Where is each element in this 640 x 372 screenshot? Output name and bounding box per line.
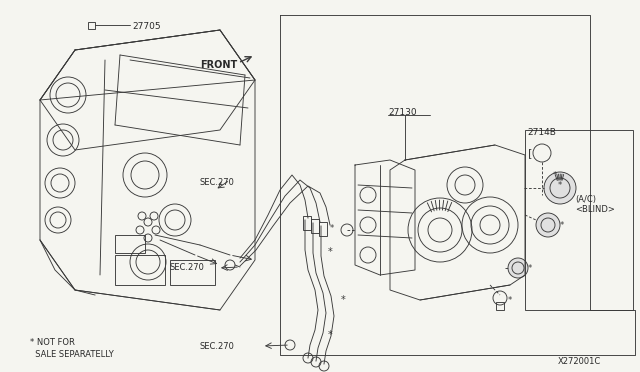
Text: 27705: 27705 bbox=[132, 22, 161, 31]
Text: *: * bbox=[553, 170, 557, 180]
Bar bbox=[496, 302, 504, 310]
Text: <BLIND>: <BLIND> bbox=[575, 205, 615, 214]
Bar bbox=[115, 255, 165, 285]
Text: *: * bbox=[528, 263, 532, 273]
Text: *: * bbox=[558, 180, 562, 189]
Text: * NOT FOR: * NOT FOR bbox=[30, 338, 75, 347]
Text: FRONT: FRONT bbox=[200, 60, 237, 70]
Text: *: * bbox=[508, 295, 512, 305]
Text: *: * bbox=[328, 247, 332, 257]
Text: *: * bbox=[330, 224, 334, 232]
Text: SEC.270: SEC.270 bbox=[170, 263, 205, 272]
Text: (A/C): (A/C) bbox=[575, 195, 596, 204]
Text: *: * bbox=[328, 330, 332, 340]
Bar bbox=[115, 235, 145, 253]
Text: SEC.270: SEC.270 bbox=[200, 342, 235, 351]
Text: SEC.270: SEC.270 bbox=[200, 178, 235, 187]
Text: 27130: 27130 bbox=[388, 108, 417, 117]
Circle shape bbox=[536, 213, 560, 237]
Text: *: * bbox=[560, 221, 564, 230]
Bar bbox=[88, 22, 95, 29]
Bar bbox=[170, 260, 215, 285]
Circle shape bbox=[544, 172, 576, 204]
Text: 2714B: 2714B bbox=[527, 128, 556, 137]
Bar bbox=[303, 216, 311, 230]
Bar bbox=[525, 130, 633, 310]
Bar bbox=[311, 219, 319, 233]
Text: SALE SEPARATELLY: SALE SEPARATELLY bbox=[30, 350, 114, 359]
Bar bbox=[319, 222, 327, 236]
Text: *: * bbox=[340, 295, 346, 305]
Text: [: [ bbox=[528, 148, 532, 158]
Text: X272001C: X272001C bbox=[558, 357, 601, 366]
Circle shape bbox=[508, 258, 528, 278]
